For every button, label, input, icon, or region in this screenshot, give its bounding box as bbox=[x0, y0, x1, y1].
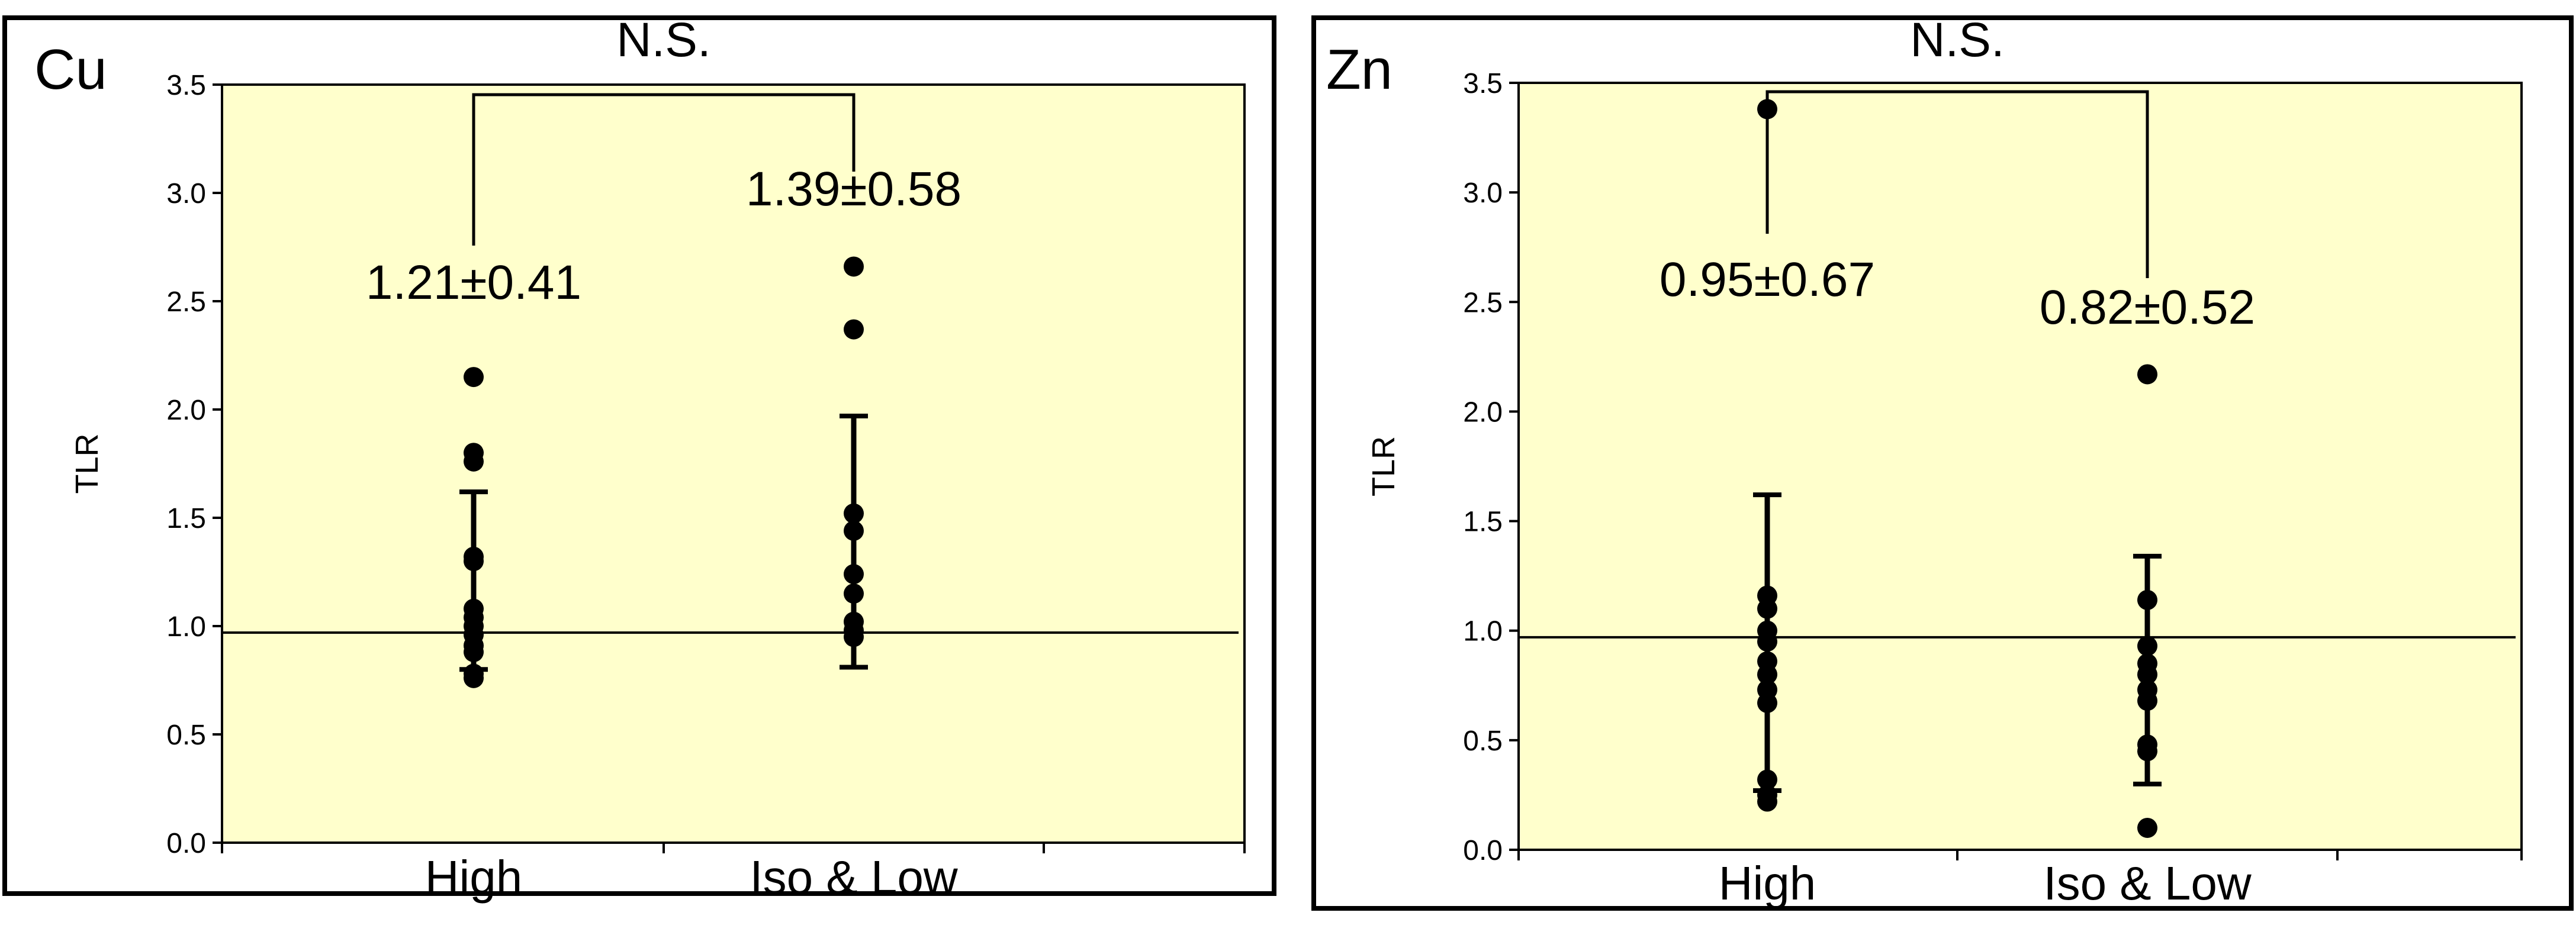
data-point bbox=[844, 503, 864, 524]
data-point bbox=[2137, 817, 2157, 838]
data-point bbox=[464, 668, 484, 688]
y-tick-label: 3.5 bbox=[1463, 68, 1503, 99]
significance-label: N.S. bbox=[1910, 13, 2004, 67]
category-label: High bbox=[425, 851, 523, 904]
data-point bbox=[1757, 769, 1777, 790]
plus-minus: ± bbox=[2134, 280, 2160, 334]
data-point bbox=[844, 564, 864, 585]
plus-minus: ± bbox=[460, 256, 487, 309]
data-point bbox=[2137, 589, 2157, 610]
data-point bbox=[844, 583, 864, 604]
y-tick-label: 0.5 bbox=[166, 720, 206, 751]
plus-minus: ± bbox=[1754, 253, 1780, 307]
significance-label: N.S. bbox=[616, 13, 710, 67]
panel-label: Cu bbox=[34, 38, 107, 101]
y-tick-label: 0.5 bbox=[1463, 726, 1503, 757]
mean-sd-annotation: 0.82±0.52 bbox=[2040, 280, 2255, 334]
y-axis-label: TLR bbox=[1366, 436, 1401, 496]
y-tick-label: 2.0 bbox=[166, 395, 206, 426]
data-point bbox=[2137, 364, 2157, 385]
category-label: High bbox=[1719, 857, 1816, 910]
mean-value: 1.39 bbox=[746, 162, 841, 216]
y-axis-label: TLR bbox=[69, 433, 105, 494]
y-tick-label: 1.5 bbox=[166, 503, 206, 534]
significance-bracket bbox=[472, 93, 856, 246]
data-point bbox=[844, 256, 864, 277]
y-tick-label: 1.5 bbox=[1463, 507, 1503, 538]
y-tick-label: 3.0 bbox=[1463, 178, 1503, 209]
data-point bbox=[2137, 741, 2157, 762]
y-tick-label: 1.0 bbox=[1463, 616, 1503, 647]
category-label: Iso & Low bbox=[2043, 857, 2252, 910]
data-point bbox=[2137, 691, 2157, 711]
plot-area bbox=[221, 83, 1246, 844]
mean-sd-annotation: 1.39±0.58 bbox=[746, 162, 961, 216]
plus-minus: ± bbox=[840, 162, 867, 216]
zn-panel: 0.0 0.5 1.0 1.5 2.0 2.5 3.0 3.5 TLR Zn N.S. High 0.9… bbox=[1311, 13, 2574, 911]
mean-value: 0.95 bbox=[1660, 253, 1754, 307]
data-point bbox=[1757, 99, 1777, 120]
sd-value: 0.58 bbox=[867, 162, 962, 216]
plot-area bbox=[1517, 82, 2523, 851]
sd-value: 0.52 bbox=[2161, 280, 2256, 334]
data-point bbox=[1757, 598, 1777, 619]
data-point bbox=[2137, 664, 2157, 685]
y-tick-label: 2.0 bbox=[1463, 396, 1503, 428]
data-point bbox=[2137, 636, 2157, 656]
data-point bbox=[464, 641, 484, 662]
data-point bbox=[844, 520, 864, 541]
cu-panel: 0.0 0.5 1.0 1.5 2.0 2.5 3.0 3.5 TLR Cu N.S. High 1.2… bbox=[2, 13, 1276, 904]
data-point bbox=[464, 451, 484, 472]
significance-bracket bbox=[1765, 90, 2149, 278]
data-point bbox=[1757, 692, 1777, 713]
mean-sd-annotation: 0.95±0.67 bbox=[1660, 253, 1875, 307]
data-point bbox=[464, 367, 484, 388]
mean-sd-annotation: 1.21±0.41 bbox=[366, 256, 581, 309]
y-tick-label: 3.0 bbox=[166, 178, 206, 209]
y-tick-label: 0.0 bbox=[1463, 835, 1503, 866]
category-label: Iso & Low bbox=[750, 851, 958, 904]
mean-value: 0.82 bbox=[2040, 280, 2134, 334]
y-tick-label: 2.5 bbox=[166, 286, 206, 318]
sd-value: 0.67 bbox=[1781, 253, 1876, 307]
data-point bbox=[1757, 631, 1777, 652]
data-point bbox=[844, 319, 864, 340]
y-tick-label: 1.0 bbox=[166, 611, 206, 643]
y-tick-label: 3.5 bbox=[166, 70, 206, 101]
mean-value: 1.21 bbox=[366, 256, 461, 309]
data-point bbox=[1757, 664, 1777, 685]
y-tick-label: 0.0 bbox=[166, 828, 206, 859]
sd-value: 0.41 bbox=[487, 256, 582, 309]
data-point bbox=[844, 627, 864, 647]
y-tick-label: 2.5 bbox=[1463, 287, 1503, 318]
data-point bbox=[1757, 791, 1777, 812]
data-point bbox=[464, 551, 484, 572]
panel-label: Zn bbox=[1326, 38, 1392, 101]
